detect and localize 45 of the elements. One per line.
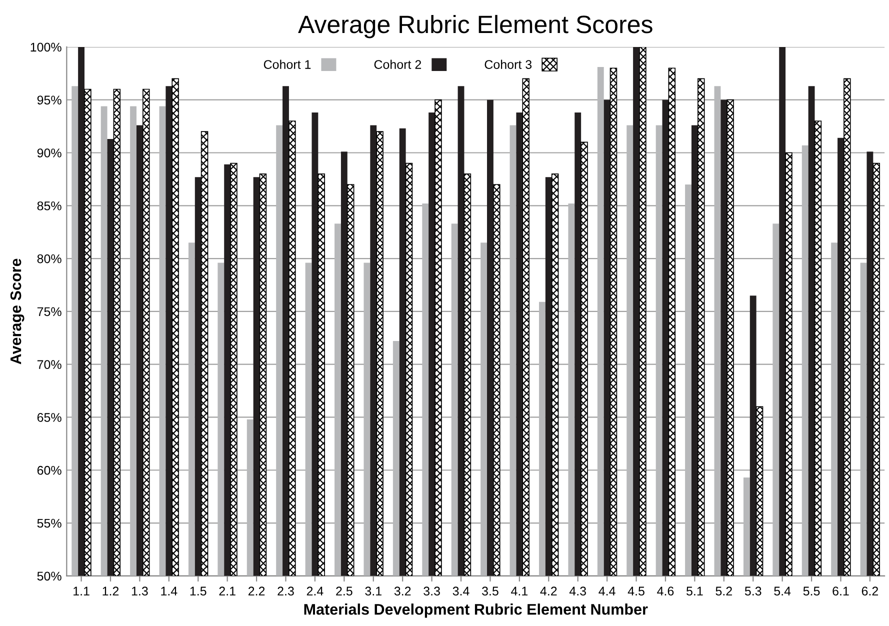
x-tick-label: 3.3: [424, 586, 440, 596]
legend-label: Cohort 2: [374, 60, 422, 69]
x-tick-label: 3.5: [482, 586, 498, 596]
x-tick-label: 1.3: [132, 586, 148, 596]
y-tick-label: 75%: [37, 307, 62, 316]
x-tick-label: 5.1: [686, 586, 703, 596]
x-tick-label: 4.5: [628, 586, 644, 596]
x-tick-label: 5.5: [803, 586, 820, 596]
x-tick-label: 5.4: [774, 586, 791, 596]
x-axis-title: Materials Development Rubric Element Number: [304, 604, 648, 618]
chart-title: Average Rubric Element Scores: [298, 14, 652, 38]
y-tick-label: 95%: [37, 96, 62, 104]
x-tick-label: 4.2: [540, 586, 557, 596]
x-tick-label: 6.2: [862, 586, 878, 596]
y-tick-label: 55%: [37, 518, 62, 528]
y-axis-title: Average Score: [10, 258, 24, 364]
legend-label: Cohort 3: [484, 60, 532, 69]
x-tick-label: 4.4: [598, 586, 616, 596]
x-tick-label: 3.4: [452, 586, 470, 596]
x-tick-label: 6.1: [832, 586, 849, 596]
x-tick-label: 2.1: [219, 586, 236, 596]
x-tick-label: 4.1: [511, 586, 528, 596]
x-tick-label: 1.4: [161, 586, 178, 596]
y-tick-label: 90%: [37, 148, 62, 158]
y-tick-label: 60%: [37, 466, 62, 475]
y-tick-label: 80%: [37, 254, 62, 264]
x-tick-label: 5.3: [744, 586, 762, 596]
legend-label: Cohort 1: [264, 60, 311, 69]
x-tick-label: 2.4: [306, 586, 324, 596]
x-tick-label: 3.2: [394, 586, 411, 596]
x-tick-label: 4.3: [569, 586, 586, 596]
x-tick-label: 2.5: [336, 586, 352, 596]
y-tick-label: 85%: [37, 201, 62, 210]
x-tick-label: 2.3: [278, 586, 294, 596]
x-tick-label: 1.2: [102, 586, 119, 596]
y-tick-label: 100%: [30, 42, 62, 52]
x-tick-label: 3.1: [365, 586, 382, 596]
x-tick-label: 1.5: [190, 586, 206, 596]
x-tick-label: 5.2: [716, 586, 732, 596]
x-tick-label: 4.6: [657, 586, 674, 596]
y-tick-label: 70%: [37, 360, 62, 369]
y-tick-label: 65%: [37, 413, 62, 422]
x-tick-label: 1.1: [74, 586, 90, 596]
y-tick-label: 50%: [37, 572, 62, 581]
x-tick-label: 2.2: [248, 586, 265, 596]
